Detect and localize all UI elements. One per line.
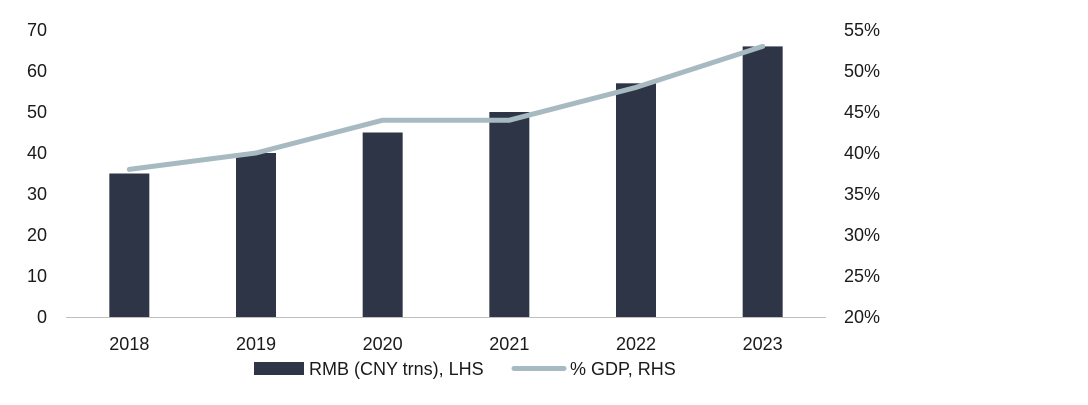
x-axis-tick-label: 2018 — [109, 334, 149, 354]
left-axis-tick-label: 60 — [27, 61, 47, 81]
bars-layer — [109, 46, 782, 317]
right-axis-tick-label: 30% — [844, 225, 880, 245]
line-series-gdp — [129, 46, 762, 169]
legend-label-line: % GDP, RHS — [570, 359, 676, 379]
line-layer — [129, 46, 763, 169]
legend-label-bar: RMB (CNY trns), LHS — [309, 359, 484, 379]
left-axis-tick-label: 0 — [37, 307, 47, 327]
right-axis-tick-label: 40% — [844, 143, 880, 163]
right-axis-tick-label: 35% — [844, 184, 880, 204]
left-axis-tick-label: 10 — [27, 266, 47, 286]
left-axis-tick-label: 40 — [27, 143, 47, 163]
bar-2021 — [489, 112, 529, 317]
right-axis-labels: 20% 25% 30% 35% 40% 45% 50% 55% — [844, 20, 880, 327]
x-axis-tick-label: 2023 — [743, 334, 783, 354]
right-axis-tick-label: 20% — [844, 307, 880, 327]
left-axis-labels: 0 10 20 30 40 50 60 70 — [27, 20, 47, 327]
left-axis-tick-label: 50 — [27, 102, 47, 122]
x-axis-tick-label: 2021 — [489, 334, 529, 354]
right-axis-tick-label: 25% — [844, 266, 880, 286]
bar-2023 — [743, 46, 783, 317]
right-axis-tick-label: 55% — [844, 20, 880, 40]
bar-2019 — [236, 153, 276, 317]
bar-2022 — [616, 83, 656, 317]
left-axis-tick-label: 30 — [27, 184, 47, 204]
bar-2020 — [363, 133, 403, 318]
right-axis-tick-label: 45% — [844, 102, 880, 122]
legend: RMB (CNY trns), LHS % GDP, RHS — [254, 359, 676, 379]
x-axis-tick-label: 2019 — [236, 334, 276, 354]
x-axis-tick-label: 2022 — [616, 334, 656, 354]
x-axis-tick-label: 2020 — [363, 334, 403, 354]
left-axis-tick-label: 70 — [27, 20, 47, 40]
bar-2018 — [109, 174, 149, 318]
x-labels: 2018 2019 2020 2021 2022 2023 — [109, 334, 782, 354]
legend-swatch-bar — [254, 362, 304, 375]
left-axis-tick-label: 20 — [27, 225, 47, 245]
right-axis-tick-label: 50% — [844, 61, 880, 81]
